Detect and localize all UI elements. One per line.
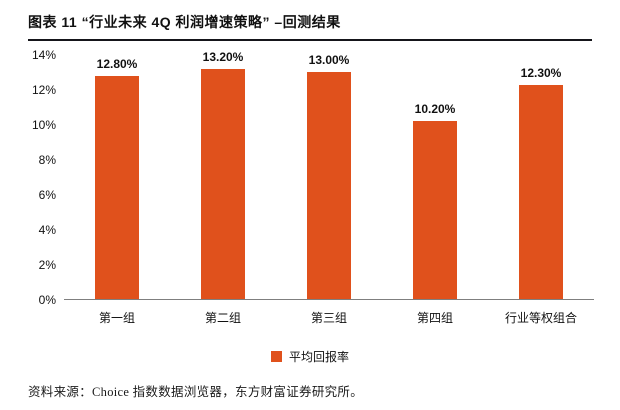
- x-category-label: 第三组: [310, 311, 347, 325]
- bar-3: [306, 72, 352, 299]
- legend-label: 平均回报率: [288, 350, 349, 364]
- bar-chart: 0% 2% 4% 6% 8% 10% 12% 14% 12.80% 13.20% 13.00% 10…: [26, 48, 594, 326]
- bar-value-label: 10.20%: [414, 102, 456, 117]
- x-category-label: 第四组: [416, 311, 453, 325]
- source-note: 资料来源：Choice 指数数据浏览器，东方财富证券研究所。: [28, 385, 364, 399]
- bar-4: [412, 121, 458, 299]
- x-axis: 第一组 第二组 第三组 第四组 行业等权组合: [64, 300, 594, 326]
- bar-slot: 10.20%: [382, 55, 488, 299]
- report-figure: 图表 11 “行业未来 4Q 利润增速策略” –回测结果 0% 2% 4% 6% 8% 1…: [0, 12, 620, 410]
- y-axis: 0% 2% 4% 6% 8% 10% 12% 14%: [26, 48, 64, 307]
- bar-slot: 12.80%: [64, 55, 170, 299]
- legend-swatch-icon: [270, 351, 282, 362]
- bar-1: [94, 75, 140, 299]
- y-tick-label: 12%: [31, 83, 56, 97]
- figure-title: 图表 11 “行业未来 4Q 利润增速策略” –回测结果: [28, 14, 341, 30]
- plot-wrap: 12.80% 13.20% 13.00% 10.20% 12.30% 第一组 第二组 第三组…: [64, 50, 594, 326]
- bar-slot: 13.00%: [276, 53, 382, 299]
- figure-header: 图表 11 “行业未来 4Q 利润增速策略” –回测结果: [28, 12, 592, 41]
- plot-area: 12.80% 13.20% 13.00% 10.20% 12.30%: [64, 50, 594, 300]
- bar-5: [518, 84, 564, 299]
- y-tick-label: 4%: [38, 223, 56, 237]
- y-tick-label: 2%: [38, 258, 56, 272]
- y-tick-label: 6%: [38, 188, 56, 202]
- bar-value-label: 13.00%: [308, 53, 350, 68]
- y-tick-label: 8%: [38, 153, 56, 167]
- bar-slot: 12.30%: [488, 55, 594, 299]
- y-tick-label: 0%: [38, 293, 56, 307]
- x-category-label: 第一组: [98, 311, 135, 325]
- legend: 平均回报率: [0, 348, 620, 365]
- bar-value-label: 13.20%: [202, 49, 244, 64]
- x-category-label: 行业等权组合: [504, 311, 577, 325]
- x-category-label: 第二组: [204, 311, 241, 325]
- bar-value-label: 12.80%: [96, 56, 138, 71]
- y-tick-label: 10%: [31, 118, 56, 132]
- y-tick-label: 14%: [31, 48, 56, 62]
- bar-value-label: 12.30%: [520, 65, 562, 80]
- bar-slot: 13.20%: [170, 50, 276, 299]
- bar-2: [200, 68, 246, 299]
